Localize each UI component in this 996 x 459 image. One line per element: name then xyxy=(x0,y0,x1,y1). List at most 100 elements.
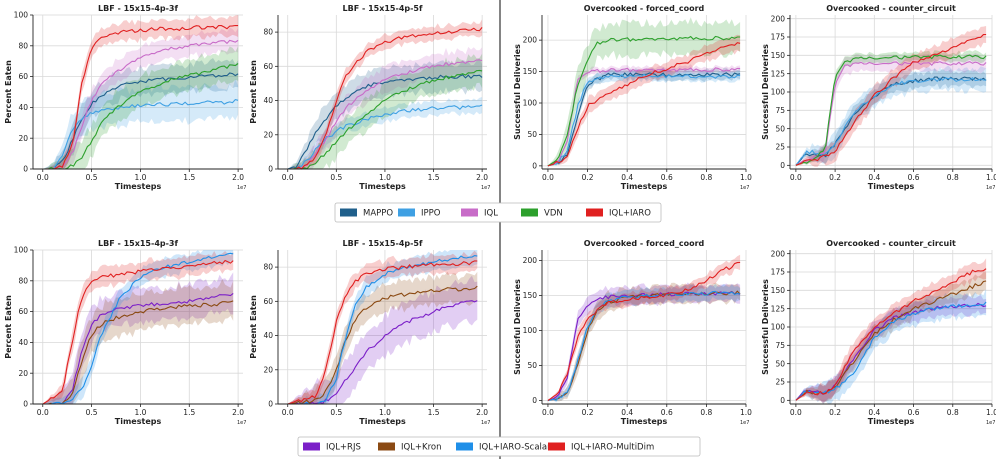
y-tick-label: 80 xyxy=(18,276,28,285)
legend-frame xyxy=(334,202,662,223)
x-tick-label: 0.8 xyxy=(947,173,959,182)
x-axis-label: Timesteps xyxy=(359,417,406,426)
y-tick-label: 20 xyxy=(263,365,273,374)
x-scale-label: 1e7 xyxy=(986,185,995,191)
y-tick-label: 20 xyxy=(18,369,28,378)
legend-swatch xyxy=(340,208,357,217)
x-tick-label: 0.0 xyxy=(282,408,294,417)
y-axis-label: Successful Deliveries xyxy=(761,279,770,375)
y-tick-label: 200 xyxy=(523,256,538,265)
x-tick-label: 2.0 xyxy=(232,408,244,417)
y-tick-label: 150 xyxy=(771,51,786,60)
legend-swatch xyxy=(456,442,473,451)
x-tick-label: 0.0 xyxy=(282,173,294,182)
series-line-mappo xyxy=(42,72,239,170)
x-tick-label: 2.0 xyxy=(232,173,244,182)
y-tick-label: 0 xyxy=(268,165,273,174)
y-tick-label: 100 xyxy=(523,99,538,108)
series-line-ippo xyxy=(287,104,483,170)
y-tick-label: 80 xyxy=(263,28,273,37)
y-tick-label: 80 xyxy=(18,41,28,50)
y-tick-label: 150 xyxy=(523,67,538,76)
y-tick-label: 200 xyxy=(523,36,538,45)
y-axis-label: Successful Deliveries xyxy=(761,44,770,140)
y-tick-label: 125 xyxy=(771,304,786,313)
y-tick-label: 200 xyxy=(771,14,786,23)
series-line-iql-iaro xyxy=(547,42,741,167)
x-tick-label: 0.0 xyxy=(37,408,49,417)
series-line-iql-iaro-multidim xyxy=(42,259,234,405)
x-tick-label: 0.8 xyxy=(700,173,712,182)
x-tick-label: 1.0 xyxy=(986,173,996,182)
y-tick-label: 50 xyxy=(775,124,785,133)
legend-label: IQL xyxy=(484,209,498,219)
x-tick-label: 0.6 xyxy=(661,408,673,417)
panel-3: 0 50 100 150 200 0.0 0.2 0.4 0.6 0.8 1.0 Overcooked… xyxy=(513,4,752,191)
x-axis-label: Timesteps xyxy=(359,182,406,191)
x-tick-label: 0.2 xyxy=(582,408,594,417)
panel-title: Overcooked - counter_circuit xyxy=(826,4,956,13)
y-tick-label: 200 xyxy=(771,249,786,258)
y-tick-label: 100 xyxy=(771,323,786,332)
y-axis-label: Percent Eaten xyxy=(249,295,258,359)
y-tick-label: 40 xyxy=(263,331,273,340)
x-tick-label: 1.0 xyxy=(134,408,146,417)
panel-6: 0 20 40 60 80 0.0 0.5 1.0 1.5 2.0 LBF - 15x15-4p-5… xyxy=(249,239,490,426)
series-line-iql-iaro-scalar xyxy=(42,252,234,405)
band-iql-rjs xyxy=(287,275,478,404)
legend-label: IQL+IARO xyxy=(609,209,651,219)
band-iql-rjs xyxy=(547,282,741,401)
x-tick-label: 0.6 xyxy=(661,173,673,182)
legend-label: IQL+IARO-MultiDim xyxy=(571,443,654,453)
legend-swatch xyxy=(378,442,395,451)
band-iql-iaro-multidim xyxy=(547,254,741,401)
x-tick-label: 0.0 xyxy=(790,408,802,417)
y-tick-label: 20 xyxy=(18,134,28,143)
panel-5: 0 20 40 60 80 100 0.0 0.5 1.0 1.5 2.0 LBF - 15x15-4… xyxy=(4,239,246,426)
legend-label: IPPO xyxy=(421,209,441,219)
series-line-vdn xyxy=(42,63,239,170)
legend-swatch xyxy=(461,208,478,217)
x-scale-label: 1e7 xyxy=(481,420,490,426)
y-tick-label: 100 xyxy=(14,246,29,255)
x-axis-label: Timesteps xyxy=(115,182,162,191)
series-line-vdn xyxy=(795,54,987,166)
band-iql-iaro xyxy=(287,19,483,170)
y-tick-label: 0 xyxy=(780,161,785,170)
band-iql-iaro xyxy=(547,34,741,166)
series-line-iql-iaro-multidim xyxy=(287,260,478,405)
x-tick-label: 0.4 xyxy=(621,173,633,182)
x-scale-label: 1e7 xyxy=(740,185,749,191)
legend-frame xyxy=(297,436,701,457)
series-line-iql xyxy=(287,59,483,170)
x-scale-label: 1e7 xyxy=(237,420,246,426)
y-tick-label: 150 xyxy=(771,286,786,295)
x-tick-label: 0.2 xyxy=(582,173,594,182)
y-tick-label: 0 xyxy=(268,400,273,409)
panel-title: LBF - 15x15-4p-3f xyxy=(98,239,178,248)
series-line-iql-iaro xyxy=(42,24,239,170)
y-tick-label: 40 xyxy=(18,338,28,347)
x-tick-label: 0.0 xyxy=(37,173,49,182)
y-axis-label: Percent Eaten xyxy=(4,295,13,359)
series-line-iql-rjs xyxy=(42,292,234,405)
band-vdn xyxy=(287,53,483,170)
x-tick-label: 1.0 xyxy=(379,408,391,417)
series-line-iql-iaro-scalar xyxy=(287,255,478,405)
legend-label: IQL+IARO-Scalar xyxy=(479,443,551,453)
band-iql-iaro-multidim xyxy=(795,258,987,404)
y-tick-label: 20 xyxy=(263,130,273,139)
x-tick-label: 2.0 xyxy=(476,173,488,182)
band-iql-iaro-multidim xyxy=(42,251,234,404)
series-line-iql-iaro xyxy=(795,33,987,166)
legend-2: IQL+RJS IQL+Kron IQL+IARO-Scalar IQL+IARO-M… xyxy=(297,436,701,457)
x-axis-label: Timesteps xyxy=(868,417,915,426)
y-tick-label: 50 xyxy=(527,130,537,139)
x-tick-label: 0.5 xyxy=(330,173,342,182)
series-line-iql-kron xyxy=(42,300,234,405)
x-scale-label: 1e7 xyxy=(481,185,490,191)
panel-8: 0 25 50 75 100 125 150 175 200 0.0 0.2 0.4 0.6 0.8 1.0… xyxy=(761,239,996,426)
legend-label: IQL+Kron xyxy=(401,443,442,453)
x-tick-label: 0.4 xyxy=(621,408,633,417)
